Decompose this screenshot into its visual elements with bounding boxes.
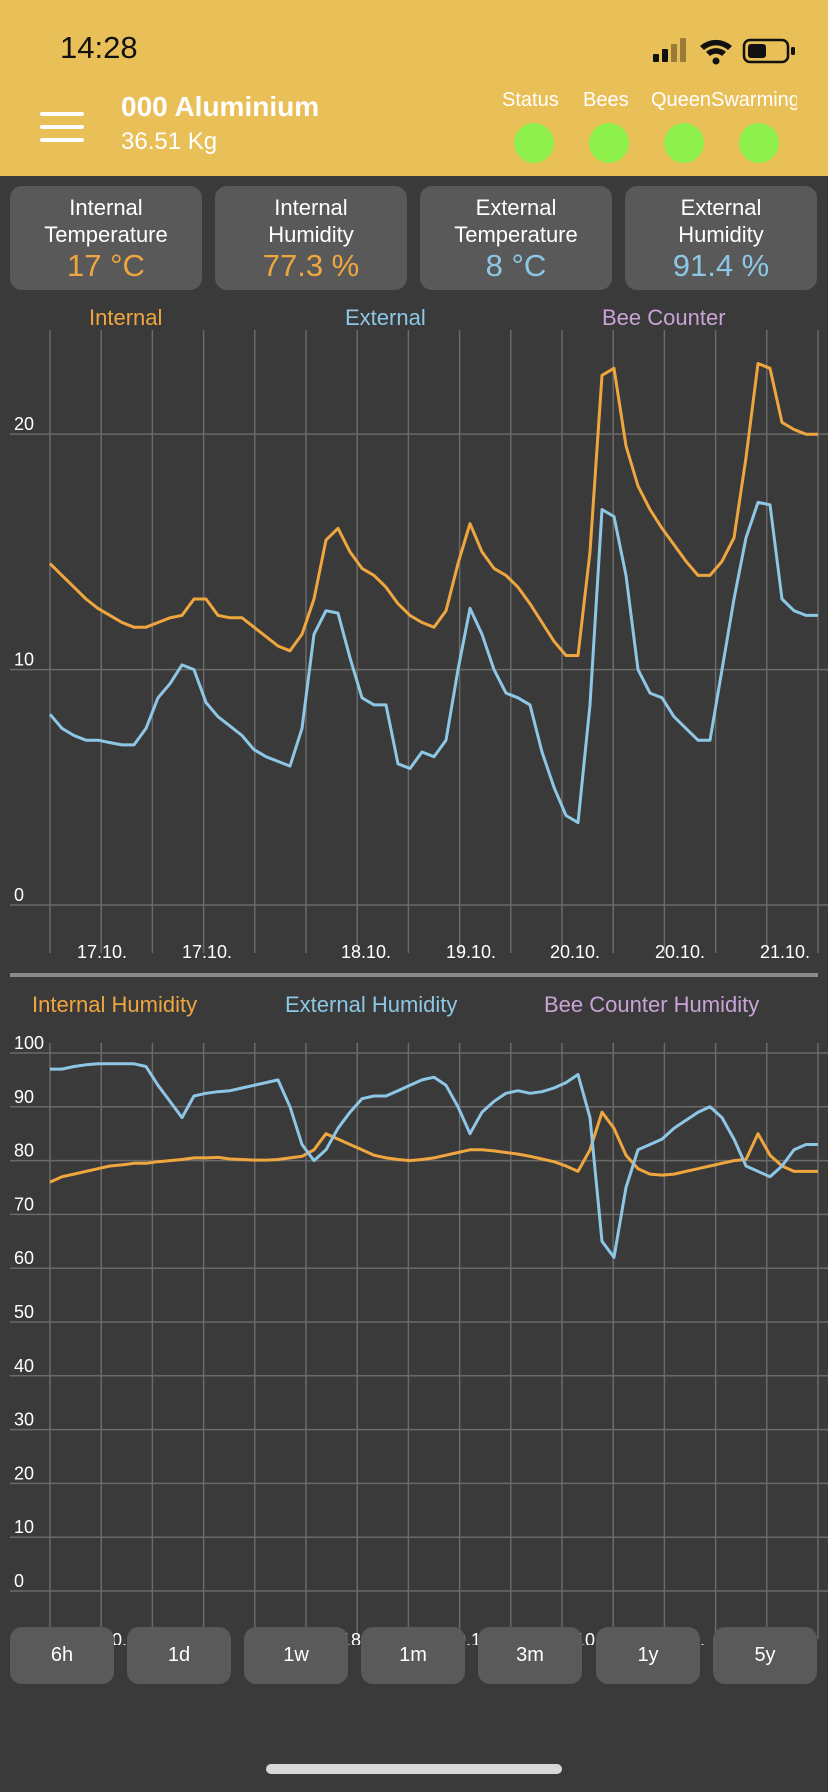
card-label-line2: Humidity — [268, 222, 354, 247]
card-label-line1: External — [475, 195, 557, 220]
range-button-6h[interactable]: 6h — [10, 1627, 114, 1684]
x-tick-label: 17.10. — [77, 942, 127, 962]
range-button-3m[interactable]: 3m — [478, 1627, 582, 1684]
chart-divider — [10, 973, 818, 977]
cellular-signal-icon — [653, 38, 686, 62]
card-value: 91.4 % — [672, 248, 770, 283]
card-label-line2: Temperature — [44, 222, 168, 247]
hive-weight: 36.51 Kg — [121, 128, 218, 155]
x-tick-label: 20.10. — [655, 942, 705, 962]
status-indicator-dot — [514, 123, 554, 163]
legend-internal-humidity[interactable]: Internal Humidity — [32, 992, 198, 1017]
y-tick-label: 80 — [14, 1141, 34, 1161]
range-button-1y[interactable]: 1y — [596, 1627, 700, 1684]
y-tick-label: 60 — [14, 1248, 34, 1268]
y-tick-label: 10 — [14, 650, 34, 670]
y-tick-label: 0 — [14, 1571, 24, 1591]
swarming-indicator-label: Swarming — [711, 89, 797, 111]
series-line-internal — [49, 1110, 818, 1184]
card-label-line1: External — [680, 195, 762, 220]
y-tick-label: 20 — [14, 414, 34, 434]
app-header: 14:28 000 Aluminium 36.51 Kg Status Bees… — [0, 0, 828, 176]
card-value: 17 °C — [67, 248, 145, 283]
range-button-1w[interactable]: 1w — [244, 1627, 348, 1684]
card-label-line1: Internal — [69, 195, 143, 220]
bees-indicator-label: Bees — [583, 89, 629, 111]
internal-humidity-card: Internal Humidity 77.3 % — [215, 186, 407, 290]
y-tick-label: 0 — [14, 885, 24, 905]
external-humidity-card: External Humidity 91.4 % — [625, 186, 817, 290]
x-tick-label: 19.10. — [446, 942, 496, 962]
swarming-indicator-dot — [739, 123, 779, 163]
range-button-5y[interactable]: 5y — [713, 1627, 817, 1684]
home-indicator[interactable] — [266, 1764, 562, 1774]
series-line-external — [50, 1062, 818, 1259]
status-indicator-label: Status — [502, 89, 559, 111]
system-status-icons — [653, 38, 795, 65]
battery-icon — [742, 38, 795, 64]
range-button-1d[interactable]: 1d — [127, 1627, 231, 1684]
hive-name: 000 Aluminium — [121, 91, 320, 122]
x-tick-label: 21.10. — [760, 942, 810, 962]
y-tick-label: 40 — [14, 1356, 34, 1376]
card-label-line2: Temperature — [454, 222, 578, 247]
x-tick-label: 20.10. — [550, 942, 600, 962]
card-label-line1: Internal — [274, 195, 348, 220]
card-label-line2: Humidity — [678, 222, 764, 247]
legend-bee-counter-humidity[interactable]: Bee Counter Humidity — [544, 992, 760, 1017]
x-tick-label: 18.10. — [341, 942, 391, 962]
external-temperature-card: External Temperature 8 °C — [420, 186, 612, 290]
range-button-1m[interactable]: 1m — [361, 1627, 465, 1684]
legend-internal[interactable]: Internal — [89, 305, 163, 330]
y-tick-label: 20 — [14, 1463, 34, 1483]
y-tick-label: 10 — [14, 1517, 34, 1537]
y-tick-label: 30 — [14, 1410, 34, 1430]
temperature-chart[interactable]: 0 10 20 17.10. 17.10. 18.10. 19.10. 20.10. 20.10… — [0, 330, 828, 970]
x-tick-label: 17.10. — [182, 942, 232, 962]
bees-indicator-dot — [589, 123, 629, 163]
y-tick-label: 100 — [14, 1033, 44, 1053]
humidity-chart[interactable]: 010203040506070809010017.10.17.10.18.10.… — [0, 1017, 828, 1645]
legend-external[interactable]: External — [345, 305, 426, 330]
series-line-internal — [48, 362, 818, 657]
queen-indicator-label: Queen — [651, 89, 711, 111]
legend-bee-counter[interactable]: Bee Counter — [602, 305, 726, 330]
y-tick-label: 50 — [14, 1302, 34, 1322]
internal-temperature-card: Internal Temperature 17 °C — [10, 186, 202, 290]
queen-indicator-dot — [664, 123, 704, 163]
wifi-icon — [700, 39, 732, 65]
menu-button[interactable] — [40, 110, 86, 146]
card-value: 77.3 % — [262, 248, 360, 283]
card-value: 8 °C — [485, 248, 547, 283]
y-tick-label: 90 — [14, 1087, 34, 1107]
y-tick-label: 70 — [14, 1194, 34, 1214]
status-bar-time: 14:28 — [60, 30, 138, 65]
legend-external-humidity[interactable]: External Humidity — [285, 992, 458, 1017]
series-line-external — [48, 500, 818, 825]
